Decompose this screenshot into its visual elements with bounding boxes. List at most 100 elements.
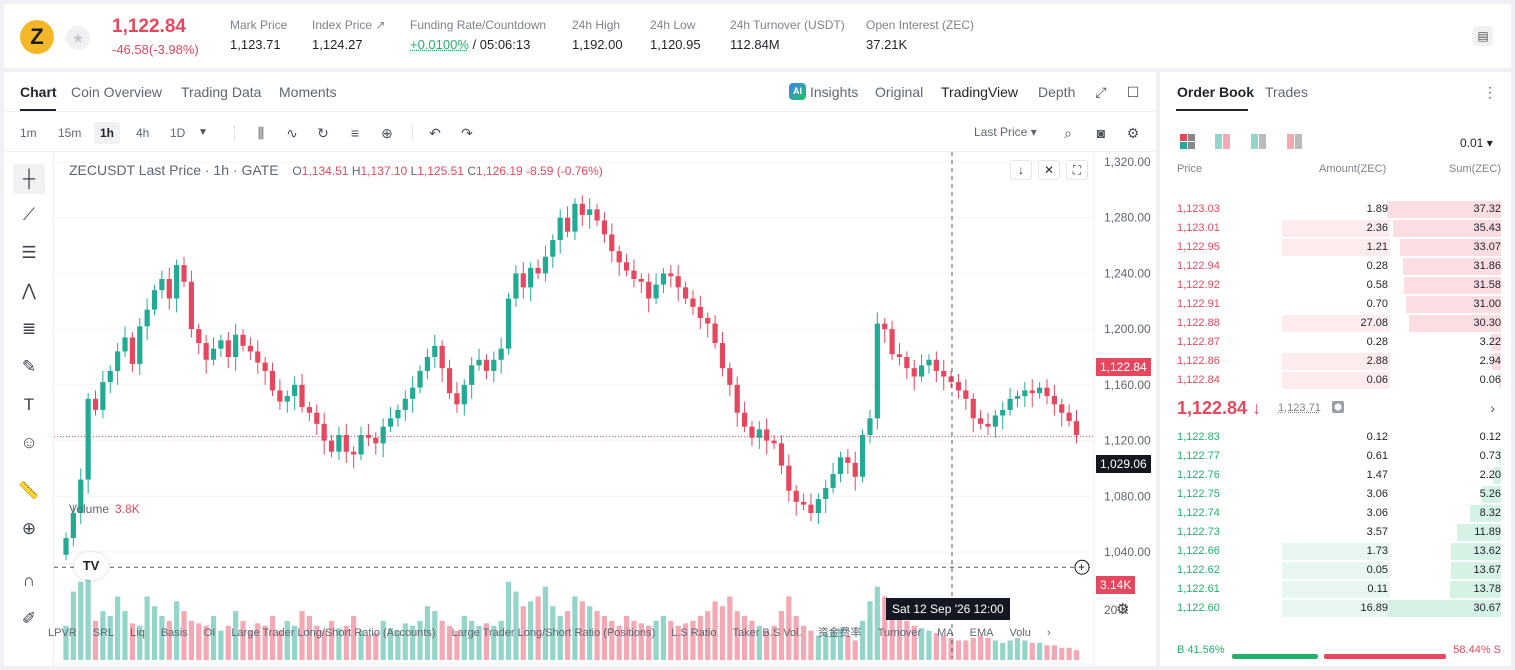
- ask-row[interactable]: 1,122.94 0.28 31.86: [1160, 257, 1511, 276]
- bid-row[interactable]: 1,122.74 3.06 8.32: [1160, 504, 1511, 523]
- price-type-select[interactable]: Last Price ▾: [974, 125, 1037, 139]
- candle-body: [528, 267, 534, 288]
- tab-trades[interactable]: Trades: [1265, 84, 1309, 100]
- interval-15m[interactable]: 15m: [58, 126, 82, 140]
- tab-chart[interactable]: Chart: [20, 84, 57, 100]
- interval-1d[interactable]: 1D: [170, 126, 186, 140]
- settings-gear-icon[interactable]: ⚙: [1126, 125, 1140, 141]
- indicator-shortcut[interactable]: EMA: [969, 627, 994, 639]
- candle-body: [166, 279, 172, 299]
- candle-body: [1044, 387, 1050, 396]
- maximize-icon[interactable]: ⛶: [1066, 160, 1088, 180]
- fib-tool-icon[interactable]: ≣: [21, 319, 37, 338]
- indicator-shortcut[interactable]: L.S Ratio: [671, 627, 717, 639]
- view-original[interactable]: Original: [875, 84, 924, 100]
- bid-row[interactable]: 1,122.75 3.06 5.26: [1160, 485, 1511, 504]
- book-icon[interactable]: ▤: [1473, 26, 1493, 46]
- more-options-icon[interactable]: ⋮: [1483, 84, 1497, 100]
- layout-split-icon[interactable]: [1215, 134, 1231, 150]
- indicator-shortcut[interactable]: LPVR: [48, 627, 77, 639]
- funding-rate-value[interactable]: +0.0100%: [410, 37, 469, 52]
- text-tool-icon[interactable]: T: [23, 395, 35, 414]
- ask-row[interactable]: 1,122.86 2.88 2.94: [1160, 352, 1511, 371]
- emoji-tool-icon[interactable]: ☺: [20, 433, 38, 452]
- indicators-icon[interactable]: ∿: [286, 125, 298, 141]
- ask-row[interactable]: 1,122.88 27.08 30.30: [1160, 314, 1511, 333]
- stat-index-price[interactable]: Index Price ↗ 1,124.27: [312, 18, 386, 52]
- chevron-right-icon[interactable]: ›: [1490, 400, 1495, 416]
- undo-icon[interactable]: ↶: [429, 125, 441, 141]
- chevron-right-icon[interactable]: ›: [1046, 627, 1051, 639]
- bid-row[interactable]: 1,122.66 1.73 13.62: [1160, 542, 1511, 561]
- indicator-shortcut[interactable]: 资金费率: [817, 627, 862, 639]
- layout-asks-icon[interactable]: [1287, 134, 1303, 150]
- expand-icon[interactable]: ⤢: [1095, 84, 1107, 100]
- bid-row[interactable]: 1,122.76 1.47 2.20: [1160, 466, 1511, 485]
- indicator-shortcut[interactable]: Taker B.S Vol.: [732, 627, 802, 639]
- search-icon[interactable]: ⌕: [1064, 125, 1072, 141]
- indicator-shortcut[interactable]: Volu: [1009, 627, 1031, 639]
- indicator-shortcut[interactable]: Large Trader Long/Short Ratio (Accounts): [231, 627, 436, 639]
- crosshair-tool-icon[interactable]: ┼: [13, 164, 45, 194]
- templates-icon[interactable]: ≡: [350, 125, 360, 141]
- volume-bar: [1044, 645, 1050, 660]
- collapse-icon[interactable]: ✕: [1038, 160, 1060, 180]
- layout-both-icon[interactable]: [1180, 134, 1196, 150]
- indicator-shortcut[interactable]: Large Trader Long/Short Ratio (Positions…: [451, 627, 656, 639]
- brush-tool-icon[interactable]: ✎: [21, 357, 37, 376]
- pattern-tool-icon[interactable]: ⋀: [22, 281, 36, 300]
- indicator-shortcut[interactable]: MA: [937, 627, 954, 639]
- window-icon[interactable]: ☐: [1126, 84, 1140, 100]
- indicator-shortcut[interactable]: OI: [203, 627, 216, 639]
- ask-row[interactable]: 1,122.84 0.06 0.06: [1160, 371, 1511, 390]
- bid-row[interactable]: 1,122.77 0.61 0.73: [1160, 447, 1511, 466]
- interval-dropdown-icon[interactable]: ▼: [198, 127, 208, 138]
- chart-tabs: Chart Coin Overview Trading Data Moments…: [4, 72, 1156, 112]
- redo-icon[interactable]: ↷: [461, 125, 473, 141]
- candle-type-icon[interactable]: ⫼: [257, 125, 265, 141]
- ask-row[interactable]: 1,122.95 1.21 33.07: [1160, 238, 1511, 257]
- layout-bids-icon[interactable]: [1251, 134, 1267, 150]
- ask-row[interactable]: 1,123.03 1.89 37.32: [1160, 200, 1511, 219]
- view-insights[interactable]: Insights: [810, 84, 859, 100]
- interval-4h[interactable]: 4h: [136, 126, 150, 140]
- view-depth[interactable]: Depth: [1038, 84, 1076, 100]
- indicator-shortcut[interactable]: SRL: [92, 627, 115, 639]
- tab-coin-overview[interactable]: Coin Overview: [71, 84, 163, 100]
- indicator-shortcut[interactable]: Basis: [160, 627, 188, 639]
- ask-row[interactable]: 1,122.87 0.28 3.22: [1160, 333, 1511, 352]
- bid-row[interactable]: 1,122.61 0.11 13.78: [1160, 580, 1511, 599]
- ask-row[interactable]: 1,122.92 0.58 31.58: [1160, 276, 1511, 295]
- tick-size-select[interactable]: 0.01 ▾: [1460, 136, 1493, 150]
- axis-settings-icon[interactable]: ⚙: [1116, 601, 1130, 618]
- candlestick-chart[interactable]: 1,320.00 1,280.00 1,240.00 1,200.00 1,160.00…: [54, 152, 1154, 666]
- interval-1h[interactable]: 1h: [94, 122, 121, 144]
- tab-trading-data[interactable]: Trading Data: [181, 84, 262, 100]
- candle-body: [1007, 398, 1013, 410]
- scroll-down-icon[interactable]: ↓: [1010, 160, 1032, 180]
- stat-funding-rate[interactable]: Funding Rate/Countdown +0.0100% / 05:06:…: [410, 18, 547, 52]
- magnet-tool-icon[interactable]: ∩: [22, 571, 36, 590]
- interval-1m[interactable]: 1m: [20, 126, 37, 140]
- view-tradingview[interactable]: TradingView: [941, 84, 1019, 100]
- trend-line-tool-icon[interactable]: ⟋: [23, 205, 35, 224]
- indicator-shortcut[interactable]: Liq: [130, 627, 145, 639]
- ruler-tool-icon[interactable]: 📏: [18, 481, 40, 500]
- bid-row[interactable]: 1,122.60 16.89 30.67: [1160, 599, 1511, 618]
- bid-row[interactable]: 1,122.62 0.05 13.67: [1160, 561, 1511, 580]
- camera-icon[interactable]: ◙: [1096, 125, 1106, 141]
- ask-row[interactable]: 1,122.91 0.70 31.00: [1160, 295, 1511, 314]
- horizontal-lines-tool-icon[interactable]: ☰: [21, 243, 37, 262]
- volume-legend: Volume 3.8K: [69, 502, 140, 516]
- favorite-star-icon[interactable]: ★: [66, 26, 90, 50]
- zoom-in-tool-icon[interactable]: ⊕: [21, 519, 37, 538]
- bid-row[interactable]: 1,122.83 0.12 0.12: [1160, 428, 1511, 447]
- indicator-shortcut[interactable]: Turnover: [877, 627, 922, 639]
- add-alert-icon[interactable]: ⊕: [381, 125, 393, 141]
- tab-moments[interactable]: Moments: [279, 84, 337, 100]
- replay-icon[interactable]: ↻: [317, 125, 329, 141]
- ask-row[interactable]: 1,123.01 2.36 35.43: [1160, 219, 1511, 238]
- lock-drawing-tool-icon[interactable]: ✐: [21, 609, 37, 628]
- tab-order-book[interactable]: Order Book: [1177, 84, 1255, 100]
- bid-row[interactable]: 1,122.73 3.57 11.89: [1160, 523, 1511, 542]
